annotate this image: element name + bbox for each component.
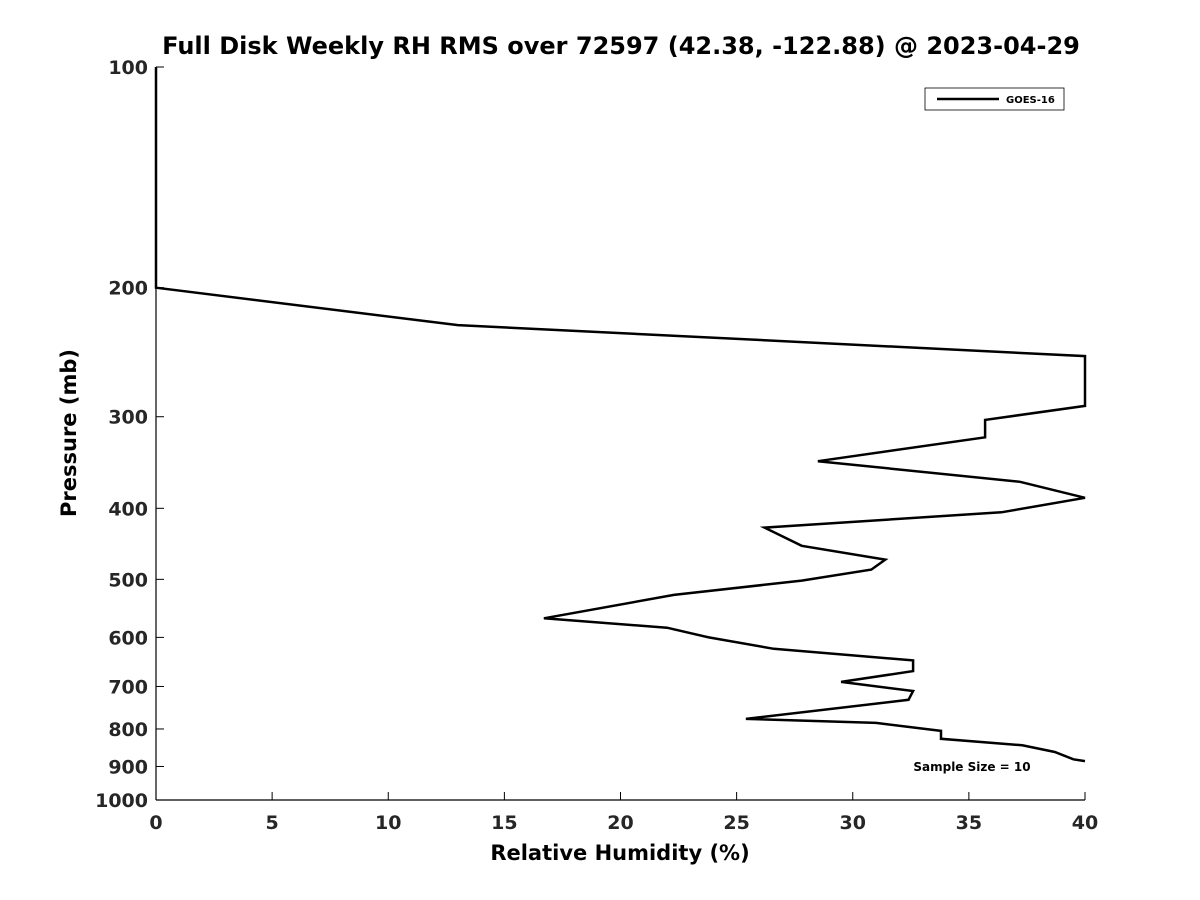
sample-size-annotation: Sample Size = 10 xyxy=(913,760,1030,774)
y-tick-label-4: 500 xyxy=(108,569,148,591)
y-tick-label-0: 100 xyxy=(108,57,148,79)
y-tick-label-1: 200 xyxy=(108,278,148,300)
x-tick-label-7: 35 xyxy=(956,812,982,834)
x-tick-label-8: 40 xyxy=(1072,812,1098,834)
y-tick-label-7: 800 xyxy=(108,719,148,741)
y-tick-label-6: 700 xyxy=(108,676,148,698)
x-tick-label-0: 0 xyxy=(149,812,162,834)
x-tick-label-4: 20 xyxy=(607,812,633,834)
y-axis-ticks: 100 200 300 400 500 600 700 800 900 1000 xyxy=(95,57,164,812)
x-tick-label-2: 10 xyxy=(375,812,401,834)
plot-area xyxy=(156,67,1085,800)
y-tick-label-3: 400 xyxy=(108,498,148,520)
y-tick-label-2: 300 xyxy=(108,407,148,429)
series-line-goes-16 xyxy=(154,67,1087,763)
y-tick-label-5: 600 xyxy=(108,627,148,649)
chart-title: Full Disk Weekly RH RMS over 72597 (42.3… xyxy=(162,32,1080,60)
x-tick-label-6: 30 xyxy=(840,812,866,834)
x-axis-ticks: 0 5 10 15 20 25 30 35 40 xyxy=(149,792,1098,834)
x-tick-label-1: 5 xyxy=(266,812,279,834)
y-tick-label-8: 900 xyxy=(108,756,148,778)
legend-label-goes-16: GOES-16 xyxy=(1006,95,1055,106)
legend: GOES-16 xyxy=(924,87,1065,111)
y-tick-label-9: 1000 xyxy=(95,790,148,812)
x-tick-label-5: 25 xyxy=(723,812,749,834)
y-axis-label: Pressure (mb) xyxy=(57,349,81,517)
x-tick-label-3: 15 xyxy=(491,812,517,834)
x-axis-label: Relative Humidity (%) xyxy=(490,841,749,865)
series-group xyxy=(154,67,1087,763)
